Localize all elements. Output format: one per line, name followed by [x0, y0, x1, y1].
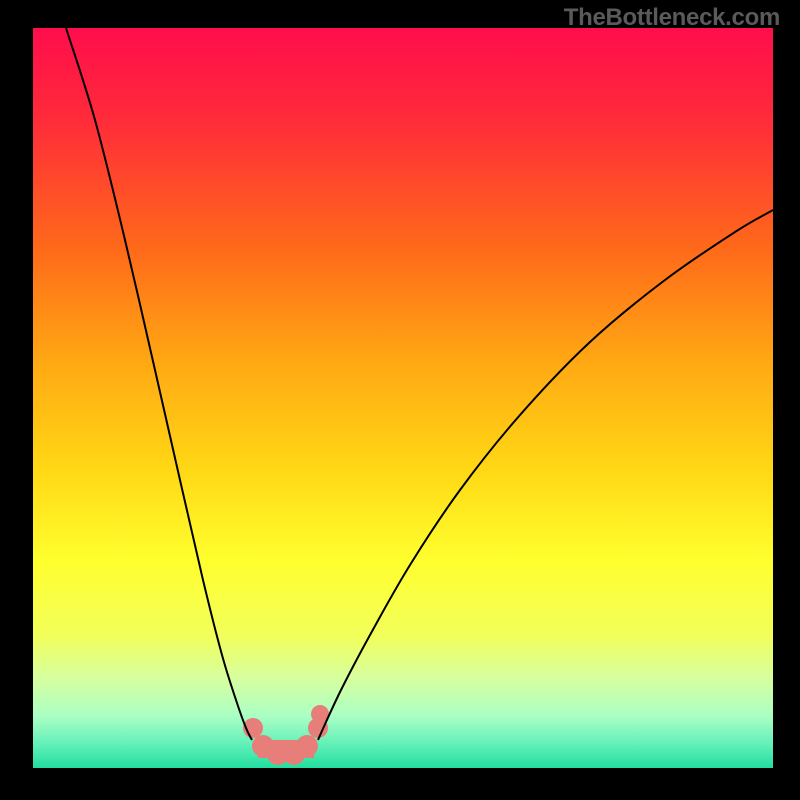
watermark-text: TheBottleneck.com	[564, 4, 780, 32]
chart-svg	[0, 0, 800, 800]
chart-container: TheBottleneck.com	[0, 0, 800, 800]
plot-background	[33, 28, 773, 768]
